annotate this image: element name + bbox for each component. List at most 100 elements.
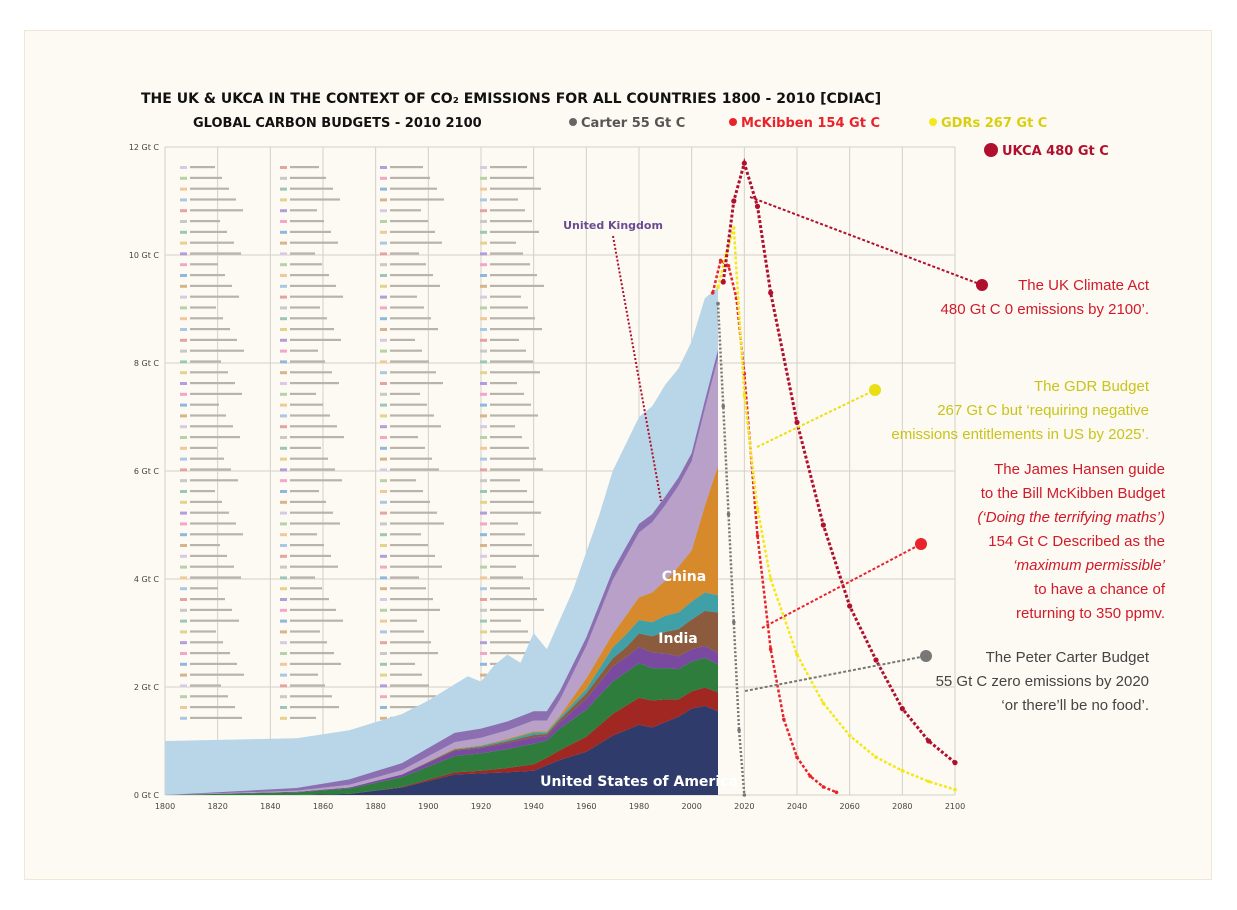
country-legend-entry bbox=[390, 295, 417, 298]
budget-point-gdrs bbox=[795, 652, 799, 657]
country-legend-entry bbox=[190, 706, 235, 709]
country-legend-entry bbox=[390, 241, 442, 244]
country-legend-entry bbox=[290, 263, 322, 266]
country-legend-swatch bbox=[280, 338, 287, 342]
country-legend-swatch bbox=[280, 522, 287, 526]
country-legend-entry bbox=[290, 220, 324, 223]
country-legend-entry bbox=[490, 392, 524, 395]
country-legend-entry bbox=[390, 479, 416, 482]
country-legend-entry bbox=[490, 652, 542, 655]
country-legend-entry bbox=[290, 166, 319, 169]
country-legend-entry bbox=[390, 425, 441, 428]
country-legend-entry bbox=[390, 576, 419, 579]
country-legend-entry bbox=[390, 252, 419, 255]
country-legend-swatch bbox=[280, 349, 287, 353]
country-legend-swatch bbox=[380, 684, 387, 688]
country-legend-entry bbox=[390, 392, 420, 395]
country-legend-entry bbox=[490, 641, 535, 644]
country-legend-swatch bbox=[280, 511, 287, 515]
country-legend-entry bbox=[290, 414, 330, 417]
country-legend-swatch bbox=[380, 392, 387, 396]
country-legend-swatch bbox=[380, 241, 387, 245]
stack-area-germany bbox=[165, 645, 718, 795]
country-legend-entry bbox=[490, 295, 521, 298]
country-legend-swatch bbox=[180, 220, 187, 223]
country-legend-swatch bbox=[280, 209, 287, 213]
y-tick-label: 10 Gt C bbox=[129, 251, 160, 260]
country-legend-entry bbox=[190, 176, 222, 179]
budget-legend-marker bbox=[984, 143, 998, 157]
country-legend-swatch bbox=[280, 490, 287, 493]
country-legend-swatch bbox=[480, 436, 487, 439]
country-legend-entry bbox=[390, 209, 421, 212]
budget-point-gdrs bbox=[900, 768, 905, 773]
country-legend-entry bbox=[490, 349, 526, 352]
country-legend-entry bbox=[490, 425, 515, 428]
country-legend-swatch bbox=[280, 716, 287, 720]
country-legend-swatch bbox=[180, 630, 187, 634]
country-legend-entry bbox=[190, 392, 242, 395]
country-legend-swatch bbox=[280, 544, 287, 547]
budget-point-mckibben bbox=[718, 258, 723, 263]
budget-point-mckibben bbox=[795, 755, 799, 759]
country-legend-swatch bbox=[180, 274, 187, 277]
country-legend-entry bbox=[390, 306, 424, 309]
country-legend-entry bbox=[490, 468, 543, 471]
country-legend-swatch bbox=[480, 176, 487, 180]
country-legend-swatch bbox=[480, 619, 487, 623]
country-legend-swatch bbox=[280, 619, 287, 623]
x-tick-label: 2020 bbox=[734, 802, 754, 811]
stack-area-united-states-of-america bbox=[165, 705, 718, 795]
country-legend-swatch bbox=[280, 198, 287, 202]
country-legend-entry bbox=[190, 436, 240, 439]
budget-point-carter bbox=[716, 301, 720, 306]
country-legend-entry bbox=[190, 490, 215, 493]
country-legend-swatch bbox=[480, 544, 487, 547]
budgets-subtitle-row: GLOBAL CARBON BUDGETS - 2010 2100 bbox=[193, 116, 482, 131]
country-legend-entry bbox=[290, 436, 344, 439]
country-legend-swatch bbox=[180, 436, 187, 439]
country-legend-swatch bbox=[380, 565, 387, 569]
country-legend-swatch bbox=[180, 479, 187, 483]
annotation-mckibben-line: The James Hansen guide bbox=[994, 461, 1165, 478]
country-legend-swatch bbox=[380, 274, 387, 277]
country-legend-swatch bbox=[380, 198, 387, 202]
country-legend-swatch bbox=[380, 230, 387, 234]
country-legend-swatch bbox=[180, 706, 187, 709]
country-legend-swatch bbox=[380, 209, 387, 213]
country-legend-entry bbox=[390, 587, 426, 590]
country-legend-swatch bbox=[380, 652, 387, 655]
country-legend-swatch bbox=[180, 576, 187, 580]
country-legend-swatch bbox=[280, 608, 287, 612]
x-tick-label: 2080 bbox=[892, 802, 912, 811]
annotation-gdr-line: emissions entitlements in US by 2025’. bbox=[891, 426, 1149, 443]
country-legend-swatch bbox=[180, 695, 187, 699]
country-legend-swatch bbox=[280, 392, 287, 396]
country-legend-entry bbox=[390, 317, 431, 320]
country-legend-entry bbox=[390, 468, 439, 471]
country-legend-entry bbox=[190, 533, 243, 536]
budget-legend-label: UKCA 480 Gt C bbox=[1002, 144, 1109, 159]
country-legend-entry bbox=[190, 662, 237, 665]
country-legend-swatch bbox=[480, 166, 487, 169]
country-legend-entry bbox=[390, 349, 422, 352]
country-legend-swatch bbox=[480, 457, 487, 461]
y-tick-label: 8 Gt C bbox=[134, 359, 160, 368]
country-legend-swatch bbox=[480, 425, 487, 429]
budget-point-mckibben bbox=[808, 774, 812, 778]
country-legend-swatch bbox=[380, 252, 387, 256]
y-tick-label: 4 Gt C bbox=[134, 575, 160, 584]
budget-curves bbox=[710, 157, 958, 797]
country-legend-entry bbox=[290, 511, 333, 514]
country-legend-swatch bbox=[180, 716, 187, 720]
country-legend-swatch bbox=[380, 619, 387, 623]
country-legend-swatch bbox=[280, 360, 287, 364]
country-legend-swatch bbox=[180, 295, 187, 299]
country-legend-entry bbox=[490, 403, 531, 406]
country-legend-swatch bbox=[380, 576, 387, 580]
country-legend-entry bbox=[490, 198, 518, 201]
y-tick-label: 6 Gt C bbox=[134, 467, 160, 476]
country-legend-entry bbox=[490, 328, 542, 331]
country-legend-entry bbox=[390, 198, 444, 201]
country-legend-entry bbox=[290, 425, 337, 428]
